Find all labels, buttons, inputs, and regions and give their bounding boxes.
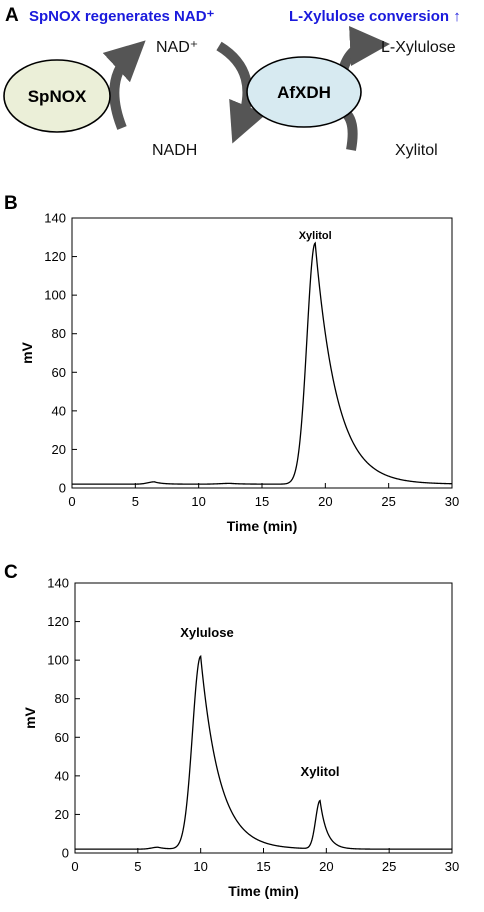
y-tick-label: 80 (55, 691, 69, 706)
afxdh-label: AfXDH (277, 83, 331, 102)
x-tick-label: 20 (318, 494, 332, 509)
y-axis-title: mV (19, 341, 35, 363)
y-tick-label: 0 (59, 481, 66, 496)
xylitol-label: Xylitol (395, 142, 438, 159)
spnox-label: SpNOX (28, 87, 87, 106)
y-tick-label: 100 (44, 288, 66, 303)
y-tick-label: 100 (47, 653, 69, 668)
y-tick-label: 120 (47, 614, 69, 629)
x-tick-label: 20 (319, 859, 333, 874)
chromatogram-b: 0 5 10 15 20 25 30 0 20 40 60 80 100 120 140 Time (min)… (19, 211, 459, 535)
peak-label-xylitol: Xylitol (301, 764, 340, 779)
x-tick-label: 30 (445, 859, 459, 874)
x-tick-label: 5 (134, 859, 141, 874)
y-axis-title: mV (22, 706, 38, 728)
y-tick-label: 20 (55, 807, 69, 822)
panel-label-a: A (5, 5, 19, 26)
x-tick-label: 15 (256, 859, 270, 874)
nadh-label: NADH (152, 142, 197, 159)
y-tick-label: 80 (52, 326, 66, 341)
y-tick-label: 40 (52, 403, 66, 418)
plot-frame (74, 582, 453, 854)
x-tick-label: 5 (132, 494, 139, 509)
peak-label-xylulose: Xylulose (180, 625, 233, 640)
l-xylulose-label: L-Xylulose (381, 39, 456, 56)
header-left: SpNOX regenerates NAD⁺ (29, 8, 215, 25)
trace-line (75, 654, 452, 850)
y-tick-label: 140 (44, 211, 66, 226)
x-axis-title: Time (min) (228, 883, 299, 899)
y-tick-label: 40 (55, 768, 69, 783)
y-tick-label: 60 (55, 730, 69, 745)
y-tick-label: 20 (52, 442, 66, 457)
x-tick-label: 10 (193, 859, 207, 874)
header-right: L-Xylulose conversion ↑ (289, 8, 461, 25)
x-tick-label: 25 (381, 494, 395, 509)
peak-label-xylitol: Xylitol (299, 230, 332, 242)
x-axis-title: Time (min) (227, 518, 298, 534)
x-tick-label: 30 (445, 494, 459, 509)
x-tick-label: 15 (255, 494, 269, 509)
chromatogram-c: 0 5 10 15 20 25 30 0 20 40 60 80 100 120 140 Time (min)… (22, 576, 459, 900)
arrow-afxdh-to-xylulose (338, 26, 390, 72)
y-tick-label: 60 (52, 365, 66, 380)
x-tick-label: 25 (382, 859, 396, 874)
afxdh-node (246, 56, 362, 128)
y-tick-label: 0 (62, 846, 69, 861)
panel-c: C 0 5 10 15 20 25 30 0 20 40 60 80 100 120 140 Time (mi… (4, 562, 459, 899)
nad-plus-label: NAD⁺ (156, 39, 198, 56)
x-tick-label: 10 (191, 494, 205, 509)
x-tick-label: 0 (68, 494, 75, 509)
panel-label-b: B (4, 193, 18, 214)
spnox-node (3, 59, 111, 133)
y-tick-label: 140 (47, 576, 69, 591)
panel-label-c: C (4, 562, 18, 583)
arrow-spnox-to-nad (102, 40, 146, 130)
y-tick-label: 120 (44, 249, 66, 264)
trace-line (72, 241, 453, 485)
arrow-nad-to-afxdh (216, 41, 267, 144)
plot-frame (71, 217, 453, 489)
panel-a: A SpNOX regenerates NAD⁺ L-Xylulose conv… (3, 5, 461, 159)
x-tick-label: 0 (71, 859, 78, 874)
panel-b: B 0 5 10 15 20 25 30 0 20 40 60 80 100 120 140 Time (mi… (4, 193, 459, 534)
